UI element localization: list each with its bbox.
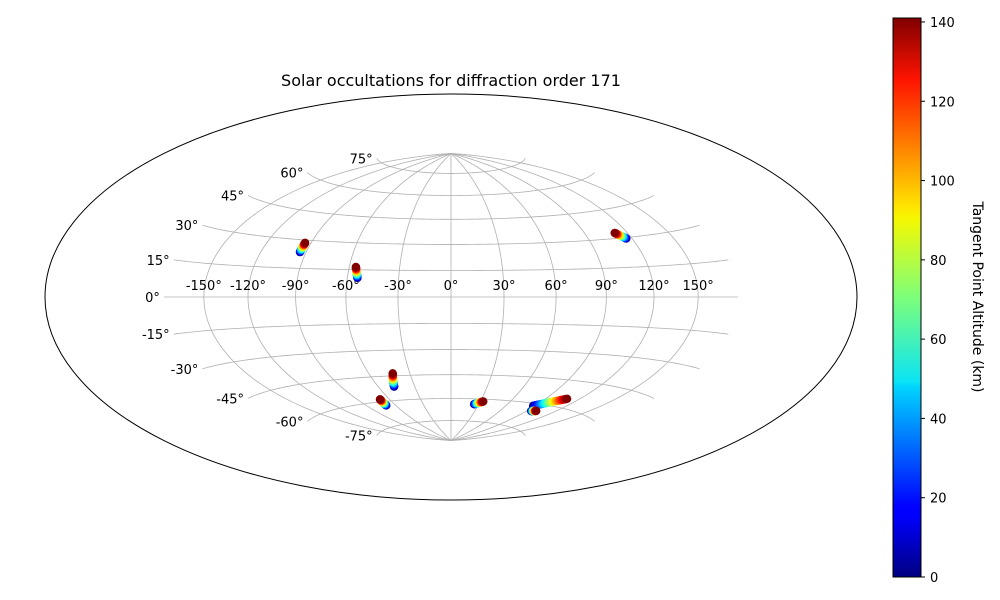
chart-title: Solar occultations for diffraction order… (281, 71, 621, 90)
data-point (375, 395, 385, 404)
lon-tick-label: 60° (545, 279, 568, 294)
parallel-line (202, 224, 700, 245)
data-point (610, 228, 619, 238)
parallel-line (376, 420, 526, 436)
colorbar-tick-label: 20 (930, 492, 947, 507)
lon-tick-label: -90° (282, 279, 310, 294)
colorbar-tick-label: 100 (930, 175, 955, 190)
data-point (351, 262, 361, 272)
colorbar-tick-label: 120 (930, 95, 955, 110)
parallel-line (173, 323, 729, 335)
data-point (300, 238, 310, 248)
graticule (163, 153, 739, 441)
colorbar-tick-label: 80 (930, 254, 947, 269)
colorbar: 0 20 40 60 80 100 120 140 Tangent Point Altitud… (892, 16, 985, 586)
map-boundary (44, 93, 858, 501)
lon-tick-label: -30° (384, 279, 412, 294)
lon-tick-label: 120° (638, 279, 669, 294)
data-point (388, 369, 397, 378)
parallel-line (376, 158, 526, 174)
lat-tick-label: 60° (280, 167, 303, 182)
lat-tick-label: -15° (142, 328, 170, 343)
colorbar-label: Tangent Point Altitude (km) (969, 200, 985, 392)
lat-tick-label: -60° (276, 415, 304, 430)
longitude-tick-labels: -150° -120° -90° -60° -30° 0° 30° 60° 90° 120° 150… (186, 279, 714, 294)
colorbar-tick-label: 0 (930, 571, 938, 586)
parallel-line (307, 172, 595, 196)
lat-tick-label: 0° (145, 291, 160, 306)
data-points (295, 228, 631, 416)
parallel-line (307, 398, 595, 422)
lat-tick-label: 30° (175, 219, 198, 234)
parallel-line (247, 374, 655, 399)
colorbar-tick-label: 140 (930, 16, 955, 31)
parallel-line (202, 349, 700, 370)
lat-tick-label: 15° (147, 254, 170, 269)
parallel-line (173, 259, 729, 271)
lat-tick-label: 45° (221, 190, 244, 205)
colorbar-scale (892, 17, 922, 578)
latitude-tick-labels: -75° -60° -45° -30° -15° 0° 15° 30° 45° 60° 75° (142, 152, 373, 444)
lat-tick-label: -30° (171, 363, 199, 378)
colorbar-tick-label: 40 (930, 412, 947, 427)
lat-tick-label: -75° (345, 430, 373, 445)
lon-tick-label: 30° (492, 279, 515, 294)
lon-tick-label: 90° (595, 279, 618, 294)
lat-tick-label: 75° (350, 152, 373, 167)
lon-tick-label: 0° (444, 279, 459, 294)
lon-tick-label: -150° (186, 279, 222, 294)
parallel-line (247, 195, 655, 220)
lon-tick-label: -60° (332, 279, 360, 294)
data-point (479, 397, 488, 406)
colorbar-ticks: 0 20 40 60 80 100 120 140 (921, 16, 955, 586)
lon-tick-label: 150° (682, 279, 713, 294)
lat-tick-label: -45° (216, 393, 244, 408)
data-point (562, 394, 572, 404)
lon-tick-label: -120° (230, 279, 266, 294)
colorbar-tick-label: 60 (930, 333, 947, 348)
data-point (531, 406, 541, 416)
